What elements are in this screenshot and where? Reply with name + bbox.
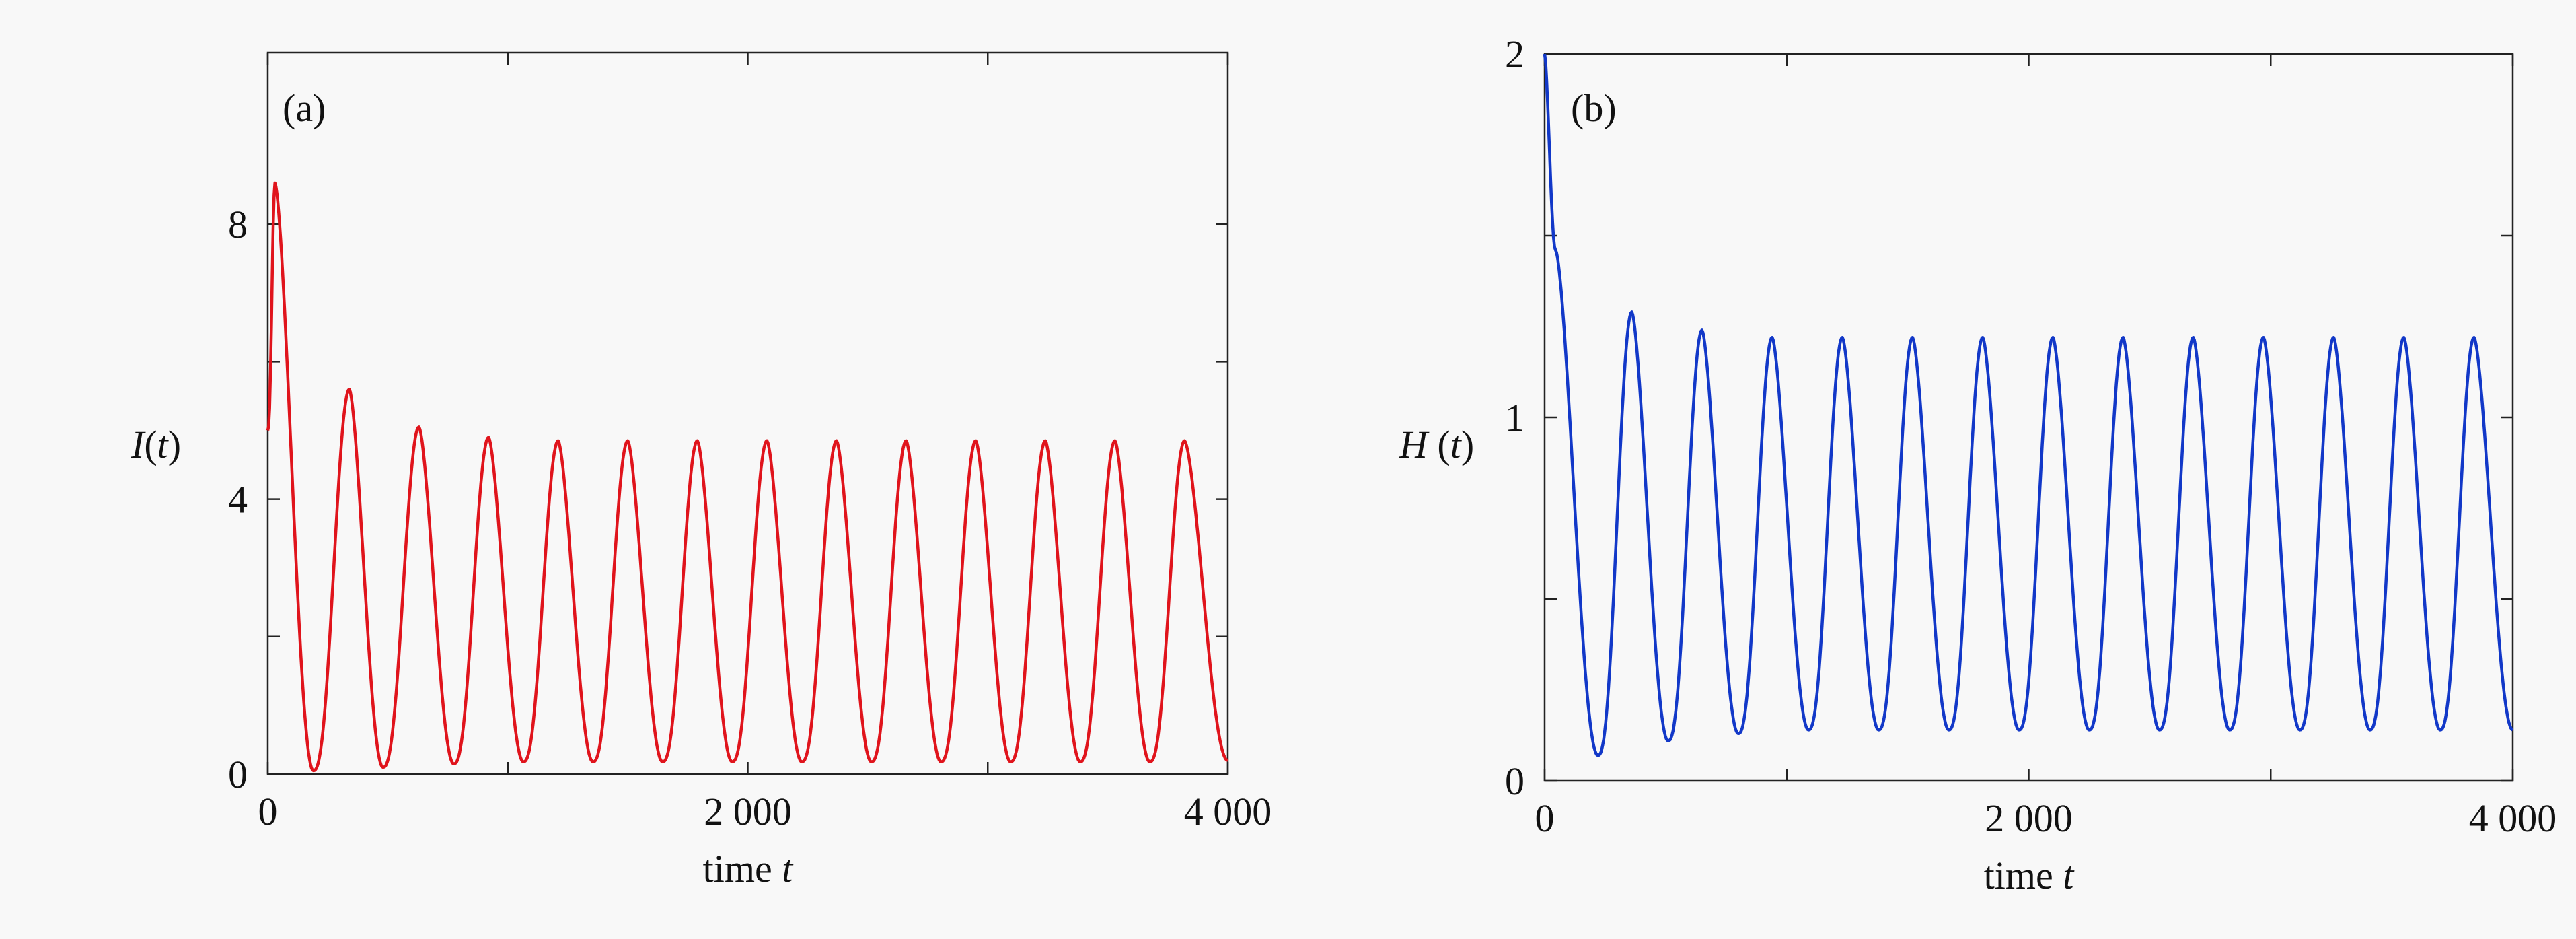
y-tick-label-a: 4 [228,478,248,522]
chart-panel-a: 0 2 000 4 000 0 4 8 time t I(t) (a) [131,51,1272,891]
x-tick-label-a: 4 000 [1184,790,1272,833]
x-axis-label-a: time t [703,847,795,891]
y-axis-label-b: H (t) [1399,423,1474,466]
chart-panel-b: 0 2 000 4 000 0 1 2 time t H (t) (b) [1399,32,2556,897]
y-tick-label-b: 1 [1505,396,1524,440]
x-tick-label-b: 0 [1535,796,1555,840]
y-tick-label-a: 0 [228,753,248,796]
y-axis-label-a: I(t) [131,423,181,466]
series-line-b-0 [1543,53,2514,757]
x-tick-label-a: 0 [258,790,278,833]
panel-label-b: (b) [1571,86,1617,130]
panel-label-a: (a) [283,86,326,130]
y-tick-label-a: 8 [228,203,248,246]
x-tick-label-b: 4 000 [2469,796,2557,840]
x-axis-label-b: time t [1984,854,2075,897]
x-tick-label-b: 2 000 [1985,796,2073,840]
x-tick-label-a: 2 000 [704,790,792,833]
y-tick-label-b: 0 [1505,759,1524,803]
series-line-a-0 [266,181,1228,773]
y-tick-label-b: 2 [1505,32,1524,76]
